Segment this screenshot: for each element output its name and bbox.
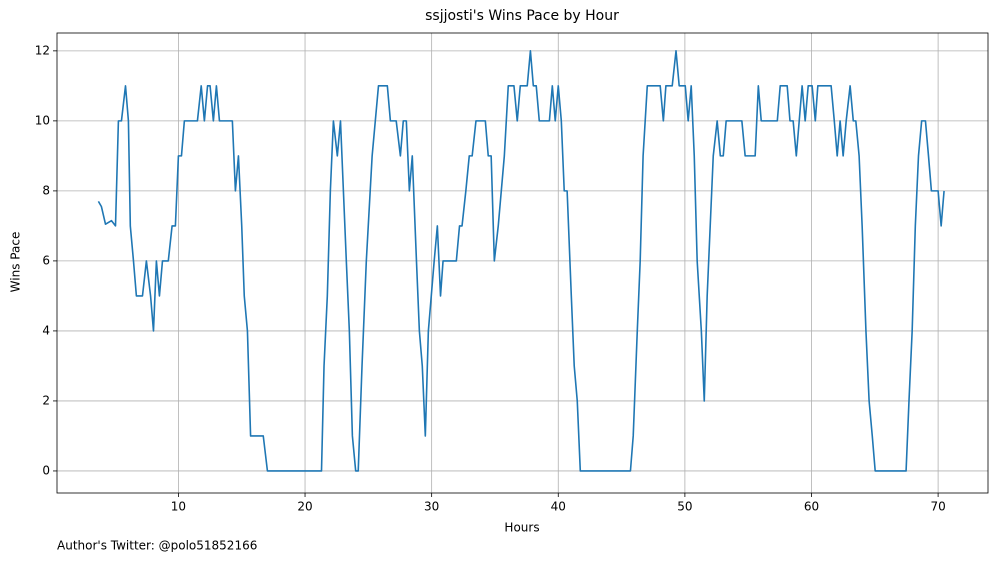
x-tick-label: 20 [297, 500, 312, 514]
x-axis-label: Hours [504, 521, 539, 535]
x-tick-label: 10 [171, 500, 186, 514]
y-axis-label: Wins Pace [9, 232, 23, 293]
x-tick-label: 70 [930, 500, 945, 514]
plot-frame [56, 32, 989, 494]
chart-title: ssjjosti's Wins Pace by Hour [425, 8, 619, 24]
x-tick-label: 60 [804, 500, 819, 514]
data-line [97, 50, 945, 472]
y-tick-label: 8 [42, 183, 50, 197]
x-tick-label: 30 [424, 500, 439, 514]
x-tick-label: 50 [677, 500, 692, 514]
y-tick-label: 2 [42, 393, 50, 407]
y-tick-label: 0 [42, 463, 50, 477]
y-tick-label: 10 [35, 113, 50, 127]
y-tick-label: 4 [42, 323, 50, 337]
y-tick-label: 6 [42, 253, 50, 267]
x-tick-label: 40 [551, 500, 566, 514]
y-tick-label: 12 [35, 43, 50, 57]
annotation: Author's Twitter: @polo51852166 [57, 539, 257, 553]
